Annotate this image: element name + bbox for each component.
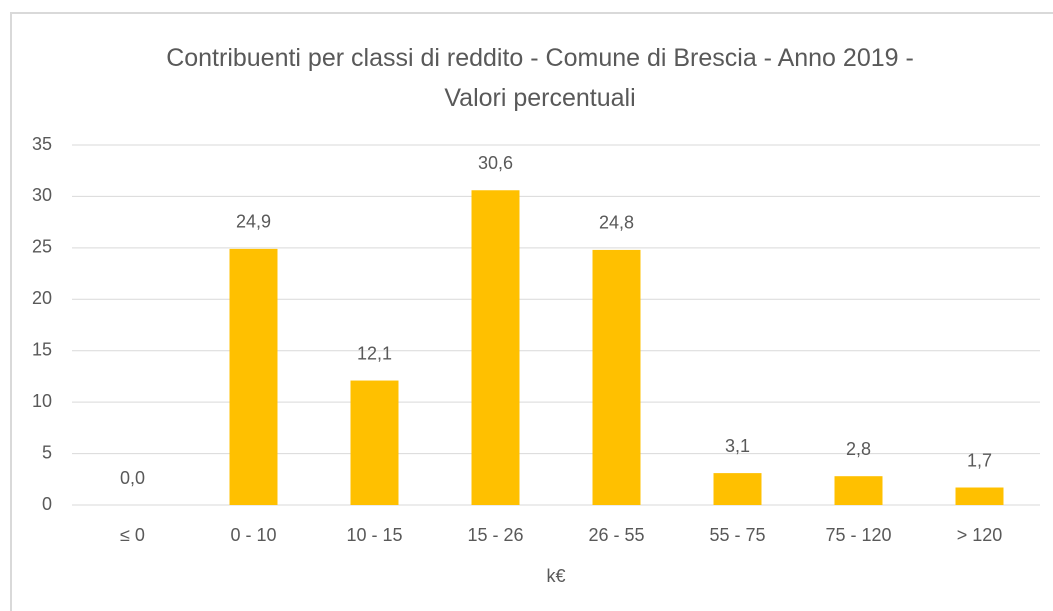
bar xyxy=(471,190,520,505)
x-axis-label: k€ xyxy=(546,566,565,586)
x-tick-label: 55 - 75 xyxy=(709,525,765,545)
chart-border xyxy=(10,12,1053,611)
x-tick-label: 26 - 55 xyxy=(588,525,644,545)
y-tick-label: 25 xyxy=(32,237,52,257)
value-label: 2,8 xyxy=(846,439,871,459)
y-tick-label: 5 xyxy=(42,442,52,462)
value-label: 24,9 xyxy=(236,212,271,232)
x-tick-label: 0 - 10 xyxy=(230,525,276,545)
y-tick-label: 35 xyxy=(32,134,52,154)
bar xyxy=(592,249,641,505)
bar xyxy=(955,487,1004,505)
value-label: 3,1 xyxy=(725,436,750,456)
value-label: 0,0 xyxy=(120,468,145,488)
value-label: 30,6 xyxy=(478,153,513,173)
bar xyxy=(229,248,278,505)
y-tick-label: 15 xyxy=(32,339,52,359)
y-tick-label: 0 xyxy=(42,494,52,514)
bar xyxy=(713,473,762,505)
value-label: 24,8 xyxy=(599,213,634,233)
chart-title: Contribuenti per classi di reddito - Com… xyxy=(166,44,914,112)
value-label: 1,7 xyxy=(967,450,992,470)
value-label: 12,1 xyxy=(357,343,392,363)
x-tick-label: 10 - 15 xyxy=(346,525,402,545)
bar xyxy=(350,380,399,505)
y-tick-label: 10 xyxy=(32,391,52,411)
x-tick-label: 15 - 26 xyxy=(467,525,523,545)
bar xyxy=(834,476,883,505)
x-tick-label: ≤ 0 xyxy=(120,525,145,545)
y-tick-label: 30 xyxy=(32,185,52,205)
x-tick-label: > 120 xyxy=(957,525,1003,545)
y-tick-label: 20 xyxy=(32,288,52,308)
x-tick-label: 75 - 120 xyxy=(825,525,891,545)
